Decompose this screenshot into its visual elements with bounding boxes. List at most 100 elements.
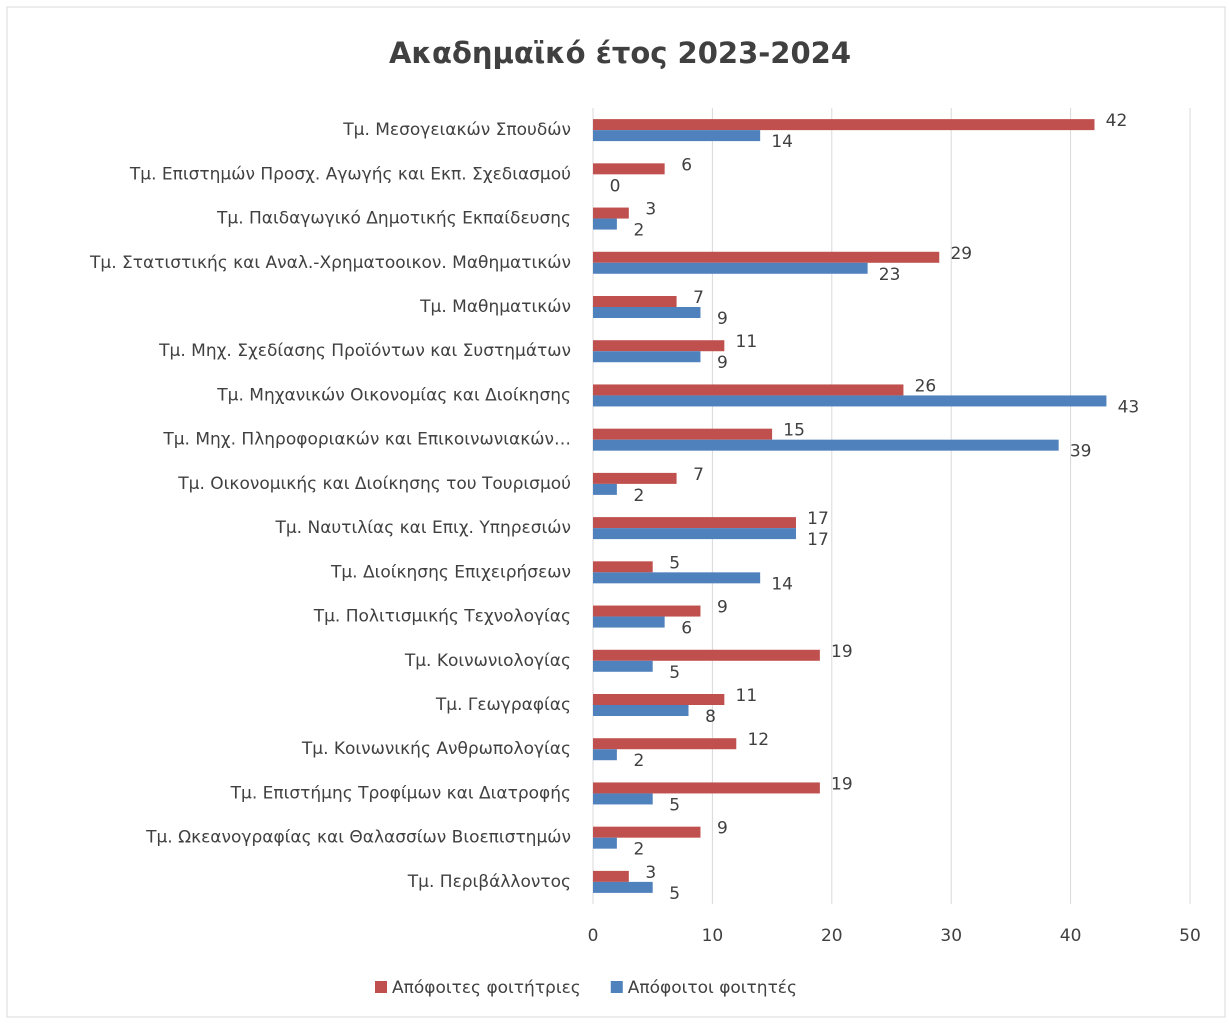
bar <box>593 483 617 495</box>
data-label: 39 <box>1070 442 1092 462</box>
y-tick-label: Τμ. Κοινωνιολογίας <box>404 651 571 671</box>
bar <box>593 472 677 484</box>
data-label: 14 <box>771 574 793 594</box>
data-label: 26 <box>915 376 937 396</box>
bar <box>593 826 701 838</box>
bar <box>593 517 796 529</box>
bar <box>593 207 629 219</box>
data-label: 9 <box>717 309 728 329</box>
data-label: 42 <box>1106 111 1128 131</box>
bar <box>593 163 665 175</box>
bar <box>593 528 796 540</box>
y-tick-label: Τμ. Οικονομικής και Διοίκησης του Τουρισ… <box>177 474 571 494</box>
bar <box>593 351 701 363</box>
chart-border <box>6 6 1226 1018</box>
data-label: 7 <box>693 465 704 485</box>
y-tick-label: Τμ. Ωκεανογραφίας και Θαλασσίων Βιοεπιστ… <box>145 828 571 848</box>
data-label: 19 <box>831 774 853 794</box>
data-label: 9 <box>717 353 728 373</box>
data-label: 5 <box>669 795 680 815</box>
data-label: 2 <box>633 486 644 506</box>
bar <box>593 572 761 584</box>
y-tick-label: Τμ. Στατιστικής και Αναλ.-Χρηματοοικον. … <box>89 253 571 273</box>
data-label: 7 <box>693 288 704 308</box>
x-tick-label: 40 <box>1060 926 1082 946</box>
y-tick-label: Τμ. Μηχ. Πληροφοριακών και Επικοινωνιακώ… <box>162 430 571 450</box>
x-tick-label: 30 <box>940 926 962 946</box>
bar <box>593 262 868 274</box>
y-tick-label: Τμ. Μαθηματικών <box>419 297 571 317</box>
data-label: 12 <box>747 730 769 750</box>
bar <box>593 384 904 396</box>
bar <box>593 428 773 440</box>
bar <box>593 605 701 617</box>
data-label: 6 <box>681 619 692 639</box>
y-tick-label: Τμ. Μηχ. Σχεδίασης Προϊόντων και Συστημά… <box>158 341 571 361</box>
data-label: 2 <box>633 751 644 771</box>
legend-swatch <box>610 981 623 993</box>
data-label: 2 <box>633 221 644 241</box>
bar <box>593 881 653 893</box>
data-label: 5 <box>669 553 680 573</box>
data-label: 3 <box>645 200 656 220</box>
bar <box>593 251 940 263</box>
y-tick-label: Τμ. Παιδαγωγικό Δημοτικής Εκπαίδευσης <box>216 209 571 229</box>
bar <box>593 119 1095 131</box>
bar <box>593 782 820 794</box>
bar <box>593 749 617 761</box>
data-label: 5 <box>669 884 680 904</box>
x-tick-label: 0 <box>588 926 599 946</box>
legend-swatch <box>375 981 387 993</box>
y-tick-label: Τμ. Γεωγραφίας <box>435 695 571 715</box>
legend-label: Απόφοιτες φοιτήτριες <box>392 978 581 998</box>
y-tick-label: Τμ. Επιστήμης Τροφίμων και Διατροφής <box>230 783 571 803</box>
bar <box>593 694 725 705</box>
data-label: 8 <box>705 707 716 727</box>
data-label: 6 <box>681 155 692 175</box>
data-label: 14 <box>771 132 793 152</box>
data-label: 9 <box>717 819 728 839</box>
data-label: 17 <box>807 509 829 529</box>
data-label: 23 <box>879 265 901 285</box>
y-tick-label: Τμ. Διοίκησης Επιχειρήσεων <box>330 562 571 582</box>
y-tick-label: Τμ. Μηχανικών Οικονομίας και Διοίκησης <box>216 385 571 405</box>
data-label: 2 <box>633 840 644 860</box>
data-label: 15 <box>783 421 805 441</box>
bar <box>593 340 725 352</box>
bar <box>593 837 617 849</box>
bar <box>593 660 653 672</box>
data-label: 3 <box>645 863 656 883</box>
data-label: 11 <box>736 686 758 706</box>
x-tick-label: 20 <box>821 926 843 946</box>
data-label: 9 <box>717 598 728 618</box>
bar <box>593 705 689 716</box>
y-tick-label: Τμ. Επιστημών Προσχ. Αγωγής και Εκπ. Σχε… <box>129 164 571 184</box>
y-tick-label: Τμ. Ναυτιλίας και Επιχ. Υπηρεσιών <box>274 518 571 538</box>
bar <box>593 561 653 573</box>
bar <box>593 439 1059 451</box>
legend-label: Απόφοιτοι φοιτητές <box>628 978 797 998</box>
data-label: 11 <box>736 332 758 352</box>
y-tick-label: Τμ. Μεσογειακών Σπουδών <box>342 120 571 140</box>
data-label: 19 <box>831 642 853 662</box>
y-tick-label: Τμ. Κοινωνικής Ανθρωπολογίας <box>301 739 571 759</box>
bar <box>593 218 617 230</box>
bar <box>593 130 761 142</box>
chart-title: Ακαδημαϊκό έτος 2023-2024 <box>389 36 851 70</box>
bar <box>593 649 820 661</box>
bar <box>593 395 1107 407</box>
data-label: 0 <box>610 176 621 196</box>
y-tick-label: Τμ. Πολιτισμικής Τεχνολογίας <box>313 607 571 627</box>
bar <box>593 296 677 307</box>
bar <box>593 738 737 750</box>
data-label: 43 <box>1118 397 1140 417</box>
y-tick-label: Τμ. Περιβάλλοντος <box>407 872 571 892</box>
data-label: 5 <box>669 663 680 683</box>
data-label: 29 <box>950 244 972 264</box>
x-tick-label: 50 <box>1179 926 1201 946</box>
x-tick-label: 10 <box>702 926 724 946</box>
bar <box>593 307 701 318</box>
bar <box>593 616 665 628</box>
bar <box>593 870 629 882</box>
